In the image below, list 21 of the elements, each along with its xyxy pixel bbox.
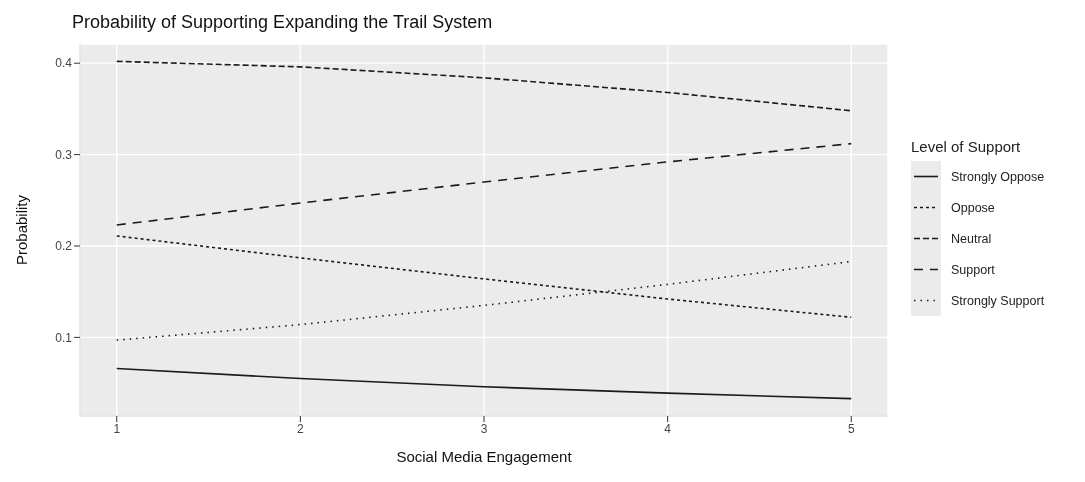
legend-label: Neutral bbox=[951, 231, 992, 246]
line-series bbox=[115, 142, 853, 226]
legend-title: Level of Support bbox=[911, 138, 1022, 155]
x-tick-label: 2 bbox=[297, 421, 305, 436]
y-tick-label: 0.4 bbox=[55, 56, 73, 71]
line-series bbox=[115, 367, 853, 400]
y-tick-label: 0.1 bbox=[55, 330, 73, 345]
x-tick-label: 4 bbox=[664, 421, 672, 436]
line-series bbox=[115, 60, 853, 112]
y-tick-label: 0.2 bbox=[55, 239, 73, 254]
x-tick-label: 1 bbox=[113, 421, 121, 436]
x-axis-title: Social Media Engagement bbox=[396, 448, 573, 465]
legend-label: Strongly Oppose bbox=[951, 169, 1045, 184]
legend-label: Oppose bbox=[951, 200, 995, 215]
legend-label: Strongly Support bbox=[951, 293, 1045, 308]
chart-title: Probability of Supporting Expanding the Trail System bbox=[72, 12, 493, 33]
x-tick-label: 5 bbox=[847, 421, 855, 436]
x-tick-label: 3 bbox=[480, 421, 488, 436]
y-axis-title: Probability bbox=[13, 194, 31, 266]
y-tick-label: 0.3 bbox=[55, 147, 73, 162]
legend-label: Support bbox=[951, 262, 995, 277]
